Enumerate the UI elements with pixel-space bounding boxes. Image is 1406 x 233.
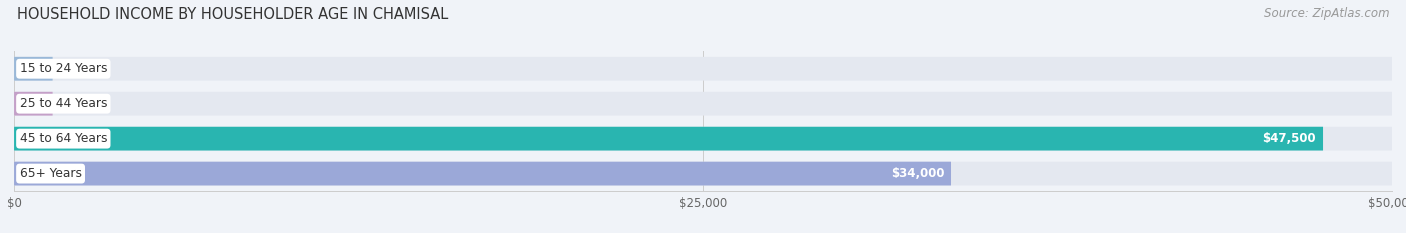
FancyBboxPatch shape xyxy=(14,92,52,116)
Text: $34,000: $34,000 xyxy=(890,167,945,180)
Text: $0: $0 xyxy=(63,62,80,75)
FancyBboxPatch shape xyxy=(14,162,1392,185)
Text: Source: ZipAtlas.com: Source: ZipAtlas.com xyxy=(1264,7,1389,20)
Text: 65+ Years: 65+ Years xyxy=(20,167,82,180)
Text: 15 to 24 Years: 15 to 24 Years xyxy=(20,62,107,75)
FancyBboxPatch shape xyxy=(14,92,1392,116)
Text: $47,500: $47,500 xyxy=(1263,132,1316,145)
FancyBboxPatch shape xyxy=(14,127,1392,151)
Text: $0: $0 xyxy=(63,97,80,110)
Text: 25 to 44 Years: 25 to 44 Years xyxy=(20,97,107,110)
Text: HOUSEHOLD INCOME BY HOUSEHOLDER AGE IN CHAMISAL: HOUSEHOLD INCOME BY HOUSEHOLDER AGE IN C… xyxy=(17,7,449,22)
FancyBboxPatch shape xyxy=(14,57,1392,81)
FancyBboxPatch shape xyxy=(14,127,1323,151)
FancyBboxPatch shape xyxy=(14,162,950,185)
FancyBboxPatch shape xyxy=(14,57,52,81)
Text: 45 to 64 Years: 45 to 64 Years xyxy=(20,132,107,145)
